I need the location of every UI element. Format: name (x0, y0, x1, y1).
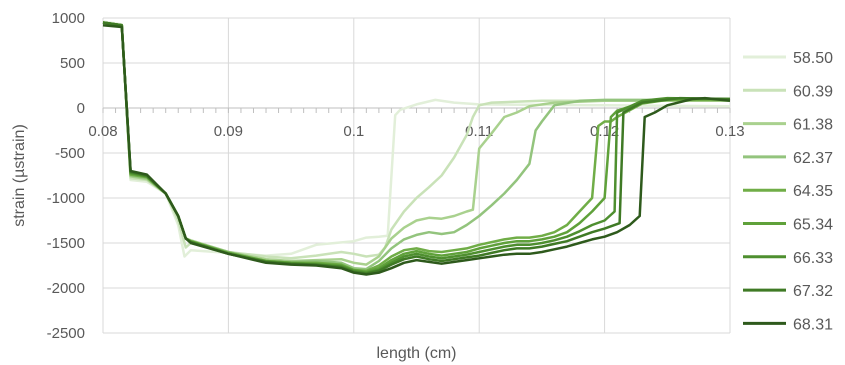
legend-item: 60.39 (743, 83, 833, 100)
x-axis-title: length (cm) (376, 345, 456, 362)
x-axis-tick-labels: 0.08 0.09 0.1 0.11 0.12 0.13 (88, 123, 744, 140)
legend-item: 58.50 (743, 50, 833, 67)
legend-item: 65.34 (743, 217, 833, 234)
legend-label: 68.31 (793, 316, 833, 333)
x-tick-label: 0.13 (715, 123, 744, 140)
y-tick-label: 500 (60, 55, 85, 72)
legend-label: 60.39 (793, 83, 833, 100)
legend-item: 68.31 (743, 316, 833, 333)
series-line-68.31 (102, 23, 731, 276)
y-tick-label: -1500 (47, 235, 85, 252)
legend-label: 66.33 (793, 250, 833, 267)
x-tick-label: 0.1 (343, 123, 364, 140)
y-tick-label: -1000 (47, 190, 85, 207)
legend-label: 58.50 (793, 50, 833, 67)
x-tick-label: 0.11 (465, 123, 493, 140)
x-tick-label: 0.09 (214, 123, 243, 140)
y-tick-label: -500 (55, 145, 85, 162)
series-line-60.39 (102, 21, 730, 260)
x-tick-label: 0.08 (88, 123, 117, 140)
legend-item: 66.33 (743, 250, 833, 267)
y-axis-title: strain (µstrain) (11, 124, 28, 227)
legend-label: 61.38 (793, 117, 833, 134)
y-tick-label: 1000 (52, 10, 85, 27)
x-tick-label: 0.12 (590, 123, 619, 140)
y-axis-tick-labels: 1000 500 0 -500 -1000 -1500 -2000 -2500 (47, 10, 85, 342)
legend-item: 62.37 (743, 150, 833, 167)
legend-label: 62.37 (793, 150, 833, 167)
legend: 58.50 60.39 61.38 62.37 64.35 65.34 66.33 67.32… (743, 50, 833, 333)
legend-item: 67.32 (743, 283, 833, 300)
y-tick-label: 0 (77, 100, 85, 117)
y-tick-label: -2500 (47, 325, 85, 342)
legend-label: 64.35 (793, 183, 833, 200)
legend-label: 67.32 (793, 283, 833, 300)
legend-item: 64.35 (743, 183, 833, 200)
series-lines (102, 20, 731, 276)
series-line-61.38 (102, 21, 730, 266)
gridlines (102, 17, 731, 334)
y-tick-label: -2000 (47, 280, 85, 297)
legend-label: 65.34 (793, 217, 833, 234)
series-line-62.37 (102, 21, 730, 271)
legend-item: 61.38 (743, 117, 833, 134)
